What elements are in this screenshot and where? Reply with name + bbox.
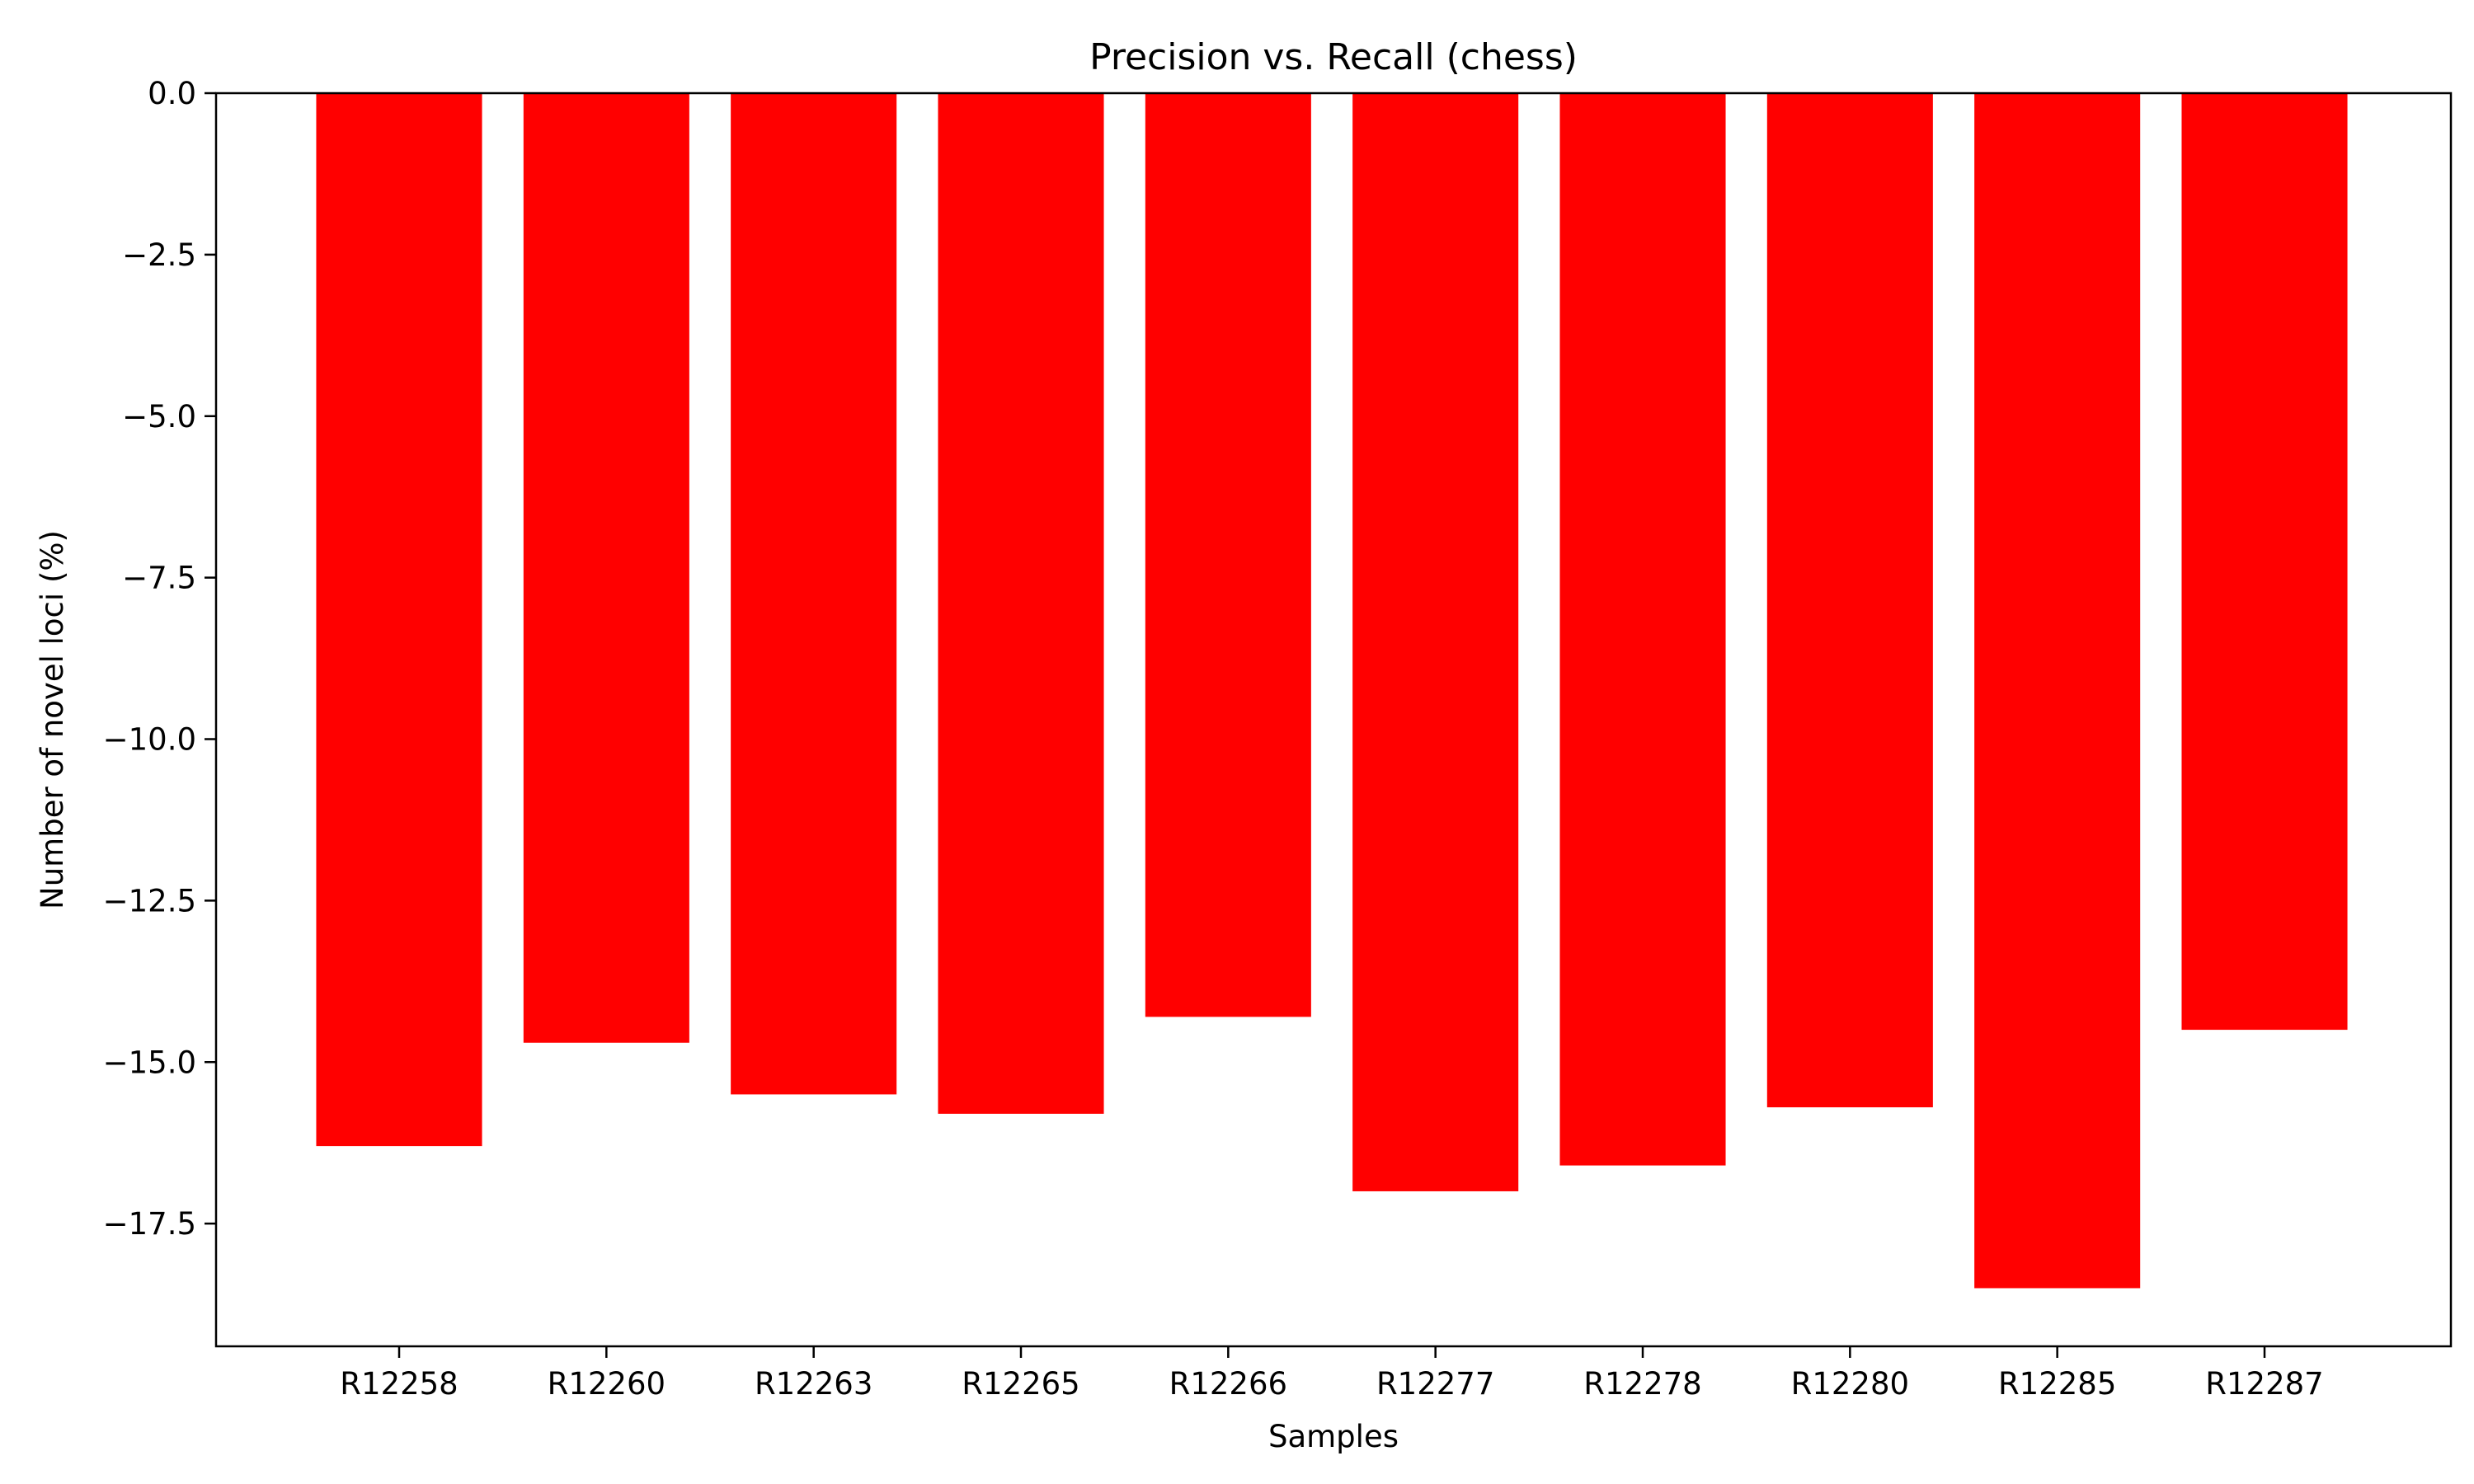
y-tick-label: −17.5 <box>103 1206 196 1242</box>
axes-frame <box>214 92 2453 1348</box>
y-tick-label: −2.5 <box>122 237 196 273</box>
plot-area <box>316 93 2348 1289</box>
x-tick-label: R12258 <box>340 1366 458 1402</box>
bar-R12260 <box>523 93 689 1043</box>
bar-R12285 <box>1974 93 2141 1289</box>
bar-R12258 <box>316 93 482 1147</box>
bar-R12265 <box>938 93 1104 1114</box>
bar-R12277 <box>1352 93 1519 1191</box>
y-tick-label: −10.0 <box>103 722 196 758</box>
x-tick-label: R12278 <box>1583 1366 1701 1402</box>
y-axis-label: Number of novel loci (%) <box>35 530 70 909</box>
chart-title: Precision vs. Recall (chess) <box>1089 36 1578 78</box>
bar-R12280 <box>1766 93 1933 1108</box>
y-tick-label: −5.0 <box>122 399 196 434</box>
bar-R12263 <box>731 93 897 1095</box>
bar-R12287 <box>2181 93 2348 1031</box>
x-tick-label: R12287 <box>2205 1366 2323 1402</box>
x-tick-label: R12285 <box>1998 1366 2116 1402</box>
x-tick-label: R12265 <box>962 1366 1079 1402</box>
x-tick-label: R12277 <box>1376 1366 1494 1402</box>
y-tick-label: 0.0 <box>148 76 196 111</box>
y-axis: 0.0 −2.5 −5.0 −7.5 −10.0 −12.5 −15.0 −17.5 <box>103 76 216 1242</box>
x-axis: R12258 R12260 R12263 R12265 R12266 R12277 R122… <box>340 1346 2324 1402</box>
x-tick-label: R12280 <box>1791 1366 1909 1402</box>
x-tick-label: R12260 <box>548 1366 666 1402</box>
bar-R12266 <box>1145 93 1311 1017</box>
x-tick-label: R12266 <box>1169 1366 1287 1402</box>
y-tick-label: −15.0 <box>103 1045 196 1080</box>
bar-R12278 <box>1559 93 1726 1166</box>
x-axis-label: Samples <box>1268 1419 1399 1454</box>
x-tick-label: R12263 <box>755 1366 872 1402</box>
y-tick-label: −12.5 <box>103 883 196 918</box>
y-tick-label: −7.5 <box>122 561 196 596</box>
